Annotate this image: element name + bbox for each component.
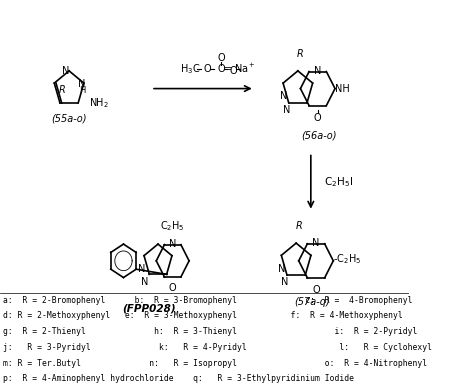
Text: m: R = Ter.Butyl              n:   R = Isopropyl                  o:  R = 4-Nitr: m: R = Ter.Butyl n: R = Isopropyl o: R =…: [3, 359, 428, 368]
Text: O: O: [312, 285, 320, 295]
Text: =: =: [223, 64, 233, 74]
Text: O: O: [314, 113, 321, 123]
Text: -C$_2$H$_5$: -C$_2$H$_5$: [333, 252, 362, 266]
Text: O: O: [229, 66, 237, 76]
Text: N: N: [78, 79, 86, 89]
Text: j:   R = 3-Pyridyl              k:   R = 4-Pyridyl                   l:   R = Cy: j: R = 3-Pyridyl k: R = 4-Pyridyl l: R =…: [3, 343, 432, 352]
Text: a:  R = 2-Bromophenyl      b:  R = 3-Bromophenyl              c:  R =  4-Bromoph: a: R = 2-Bromophenyl b: R = 3-Bromopheny…: [3, 296, 413, 305]
Text: N: N: [169, 239, 176, 249]
Text: Na$^+$: Na$^+$: [235, 62, 256, 75]
Text: R: R: [297, 49, 304, 59]
Text: (56a-o): (56a-o): [302, 131, 337, 141]
Text: NH: NH: [335, 83, 350, 93]
Text: O: O: [217, 64, 225, 74]
Text: p:  R = 4-Aminophenyl hydrochloride    q:   R = 3-Ethylpyridinium Iodide: p: R = 4-Aminophenyl hydrochloride q: R …: [3, 375, 355, 383]
Text: C$_2$H$_5$I: C$_2$H$_5$I: [324, 175, 353, 189]
Text: N: N: [314, 66, 321, 76]
Text: O: O: [203, 64, 211, 74]
Text: NH$_2$: NH$_2$: [89, 96, 109, 110]
Text: N: N: [283, 105, 291, 115]
Text: H: H: [79, 87, 85, 95]
Text: N: N: [281, 277, 289, 288]
Text: d: R = 2-Methoxyphenyl   e:  R = 3-Methoxyphenyl           f:  R = 4-Methoxyphen: d: R = 2-Methoxyphenyl e: R = 3-Methoxyp…: [3, 311, 403, 321]
Text: O: O: [217, 53, 225, 63]
Text: R: R: [295, 221, 302, 231]
Text: (55a-o): (55a-o): [51, 113, 87, 123]
Text: g:  R = 2-Thienyl              h:  R = 3-Thienyl                    i:  R = 2-Py: g: R = 2-Thienyl h: R = 3-Thienyl i: R =…: [3, 327, 418, 336]
Text: N: N: [278, 264, 285, 274]
Text: N: N: [280, 92, 287, 101]
Text: N: N: [141, 277, 149, 288]
Text: (FPP028): (FPP028): [123, 303, 176, 313]
Text: N: N: [138, 264, 146, 274]
Text: O: O: [169, 283, 176, 293]
Text: N: N: [62, 66, 69, 76]
Text: H$_3$C: H$_3$C: [180, 62, 200, 76]
Text: R: R: [58, 85, 65, 95]
Text: (57a-q): (57a-q): [294, 297, 329, 307]
Text: N: N: [312, 238, 319, 248]
Text: C$_2$H$_5$: C$_2$H$_5$: [160, 219, 185, 233]
